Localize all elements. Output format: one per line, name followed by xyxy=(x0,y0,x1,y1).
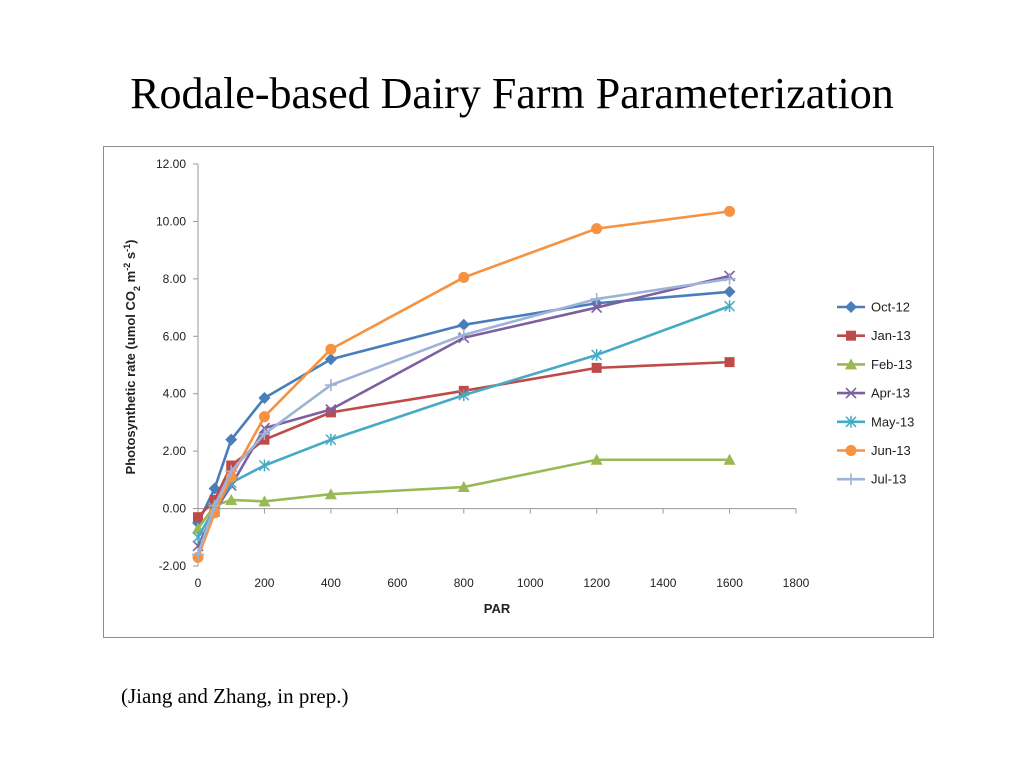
line-chart: -2.00 0.00 2.00 4.00 6.00 8.00 10.00 12.00 0 200 4… xyxy=(122,157,914,616)
data-point-apr-13 xyxy=(591,302,603,314)
chart-series xyxy=(192,205,736,563)
legend-label: Jan-13 xyxy=(871,328,911,343)
data-point-oct-12 xyxy=(723,285,736,298)
x-tick-label: 1600 xyxy=(716,576,743,590)
legend-label: Oct-12 xyxy=(871,300,910,315)
data-point-jan-13 xyxy=(325,407,336,418)
legend-item-jul-13: Jul-13 xyxy=(837,472,906,487)
data-point-jan-13 xyxy=(591,362,602,373)
x-tick-label: 1200 xyxy=(583,576,610,590)
data-point-jan-13 xyxy=(193,512,203,523)
data-point-apr-13 xyxy=(325,403,337,416)
series-line-jan-13 xyxy=(197,360,730,519)
x-tick-label: 1400 xyxy=(650,576,677,590)
y-tick-label: 10.00 xyxy=(156,214,186,228)
data-point-oct-12 xyxy=(225,433,238,446)
data-point-jan-13 xyxy=(724,357,735,368)
chart-legend: Oct-12 Jan-13 Feb-13 Apr-13 May-13 Jun-13 Jul-… xyxy=(837,300,914,487)
x-tick-label: 0 xyxy=(195,576,202,590)
y-tick-label: 2.00 xyxy=(163,444,187,458)
data-point-feb-13 xyxy=(225,493,238,505)
series-jul-13 xyxy=(192,272,736,561)
legend-label: Jun-13 xyxy=(871,443,911,458)
series-line-feb-13 xyxy=(196,458,730,530)
chart-axes: -2.00 0.00 2.00 4.00 6.00 8.00 10.00 12.00 0 200 4… xyxy=(122,157,810,616)
series-line-jul-13 xyxy=(196,277,730,555)
chart-frame: -2.00 0.00 2.00 4.00 6.00 8.00 10.00 12.00 0 200 4… xyxy=(103,146,934,638)
data-point-jul-13 xyxy=(258,427,271,440)
data-point-oct-12 xyxy=(324,353,337,366)
slide-title: Rodale-based Dairy Farm Parameterization xyxy=(130,69,894,118)
data-point-feb-13 xyxy=(590,453,603,465)
data-point-jul-13 xyxy=(208,499,221,512)
x-tick-label: 400 xyxy=(321,576,341,590)
data-point-may-13 xyxy=(458,389,470,402)
series-line-jun-13 xyxy=(196,210,730,558)
legend-marker xyxy=(845,415,857,428)
data-point-may-13 xyxy=(192,531,204,544)
data-point-oct-12 xyxy=(258,392,271,405)
legend-item-apr-13: Apr-13 xyxy=(837,386,910,401)
legend-item-feb-13: Feb-13 xyxy=(837,357,912,372)
x-tick-label: 600 xyxy=(387,576,407,590)
x-axis-title: PAR xyxy=(484,601,511,616)
series-line-apr-13 xyxy=(196,274,730,547)
data-point-jun-13 xyxy=(458,271,470,283)
data-point-jul-13 xyxy=(324,379,337,392)
data-point-may-13 xyxy=(325,433,337,446)
data-point-oct-12 xyxy=(457,318,470,331)
y-tick-label: 6.00 xyxy=(163,329,187,343)
legend-item-jun-13: Jun-13 xyxy=(837,443,911,458)
legend-label: Jul-13 xyxy=(871,472,906,487)
data-point-feb-13 xyxy=(723,453,736,465)
data-point-jun-13 xyxy=(591,223,603,235)
series-oct-12 xyxy=(192,285,736,529)
legend-item-may-13: May-13 xyxy=(837,414,914,429)
x-tick-label: 1000 xyxy=(517,576,544,590)
data-point-feb-13 xyxy=(258,495,271,507)
data-point-jul-13 xyxy=(225,465,238,478)
legend-marker xyxy=(845,445,857,456)
series-feb-13 xyxy=(192,453,736,534)
legend-marker xyxy=(845,301,857,313)
data-point-may-13 xyxy=(258,459,270,472)
x-tick-label: 800 xyxy=(454,576,474,590)
data-point-may-13 xyxy=(724,300,736,313)
y-tick-label: 12.00 xyxy=(156,157,186,171)
x-tick-label: 200 xyxy=(254,576,274,590)
legend-item-jan-13: Jan-13 xyxy=(837,328,911,343)
legend-label: Feb-13 xyxy=(871,357,912,372)
data-point-jun-13 xyxy=(724,205,736,217)
y-tick-label: 0.00 xyxy=(163,502,187,516)
legend-item-oct-12: Oct-12 xyxy=(837,300,910,315)
legend-marker xyxy=(846,330,856,341)
series-jan-13 xyxy=(193,357,735,523)
legend-marker xyxy=(845,473,857,486)
data-point-jun-13 xyxy=(258,411,270,423)
series-line-oct-12 xyxy=(196,290,730,524)
data-point-jul-13 xyxy=(590,292,603,305)
y-tick-label: 4.00 xyxy=(163,387,187,401)
legend-label: May-13 xyxy=(871,414,914,429)
data-point-jul-13 xyxy=(192,548,204,561)
legend-marker xyxy=(845,358,857,370)
x-tick-label: 1800 xyxy=(783,576,810,590)
data-point-may-13 xyxy=(591,348,603,361)
data-point-jun-13 xyxy=(325,343,337,355)
legend-label: Apr-13 xyxy=(871,386,910,401)
y-tick-label: -2.00 xyxy=(159,559,187,573)
y-tick-label: 8.00 xyxy=(163,272,187,286)
data-point-feb-13 xyxy=(457,481,470,493)
citation: (Jiang and Zhang, in prep.) xyxy=(121,684,349,708)
legend-marker xyxy=(845,387,857,399)
data-point-feb-13 xyxy=(324,488,337,500)
y-axis-title: Photosynthetic rate (umol CO2 m-2 s-1) xyxy=(122,240,142,475)
data-point-jul-13 xyxy=(457,328,470,341)
data-point-jul-13 xyxy=(723,272,736,285)
series-jun-13 xyxy=(192,205,736,563)
